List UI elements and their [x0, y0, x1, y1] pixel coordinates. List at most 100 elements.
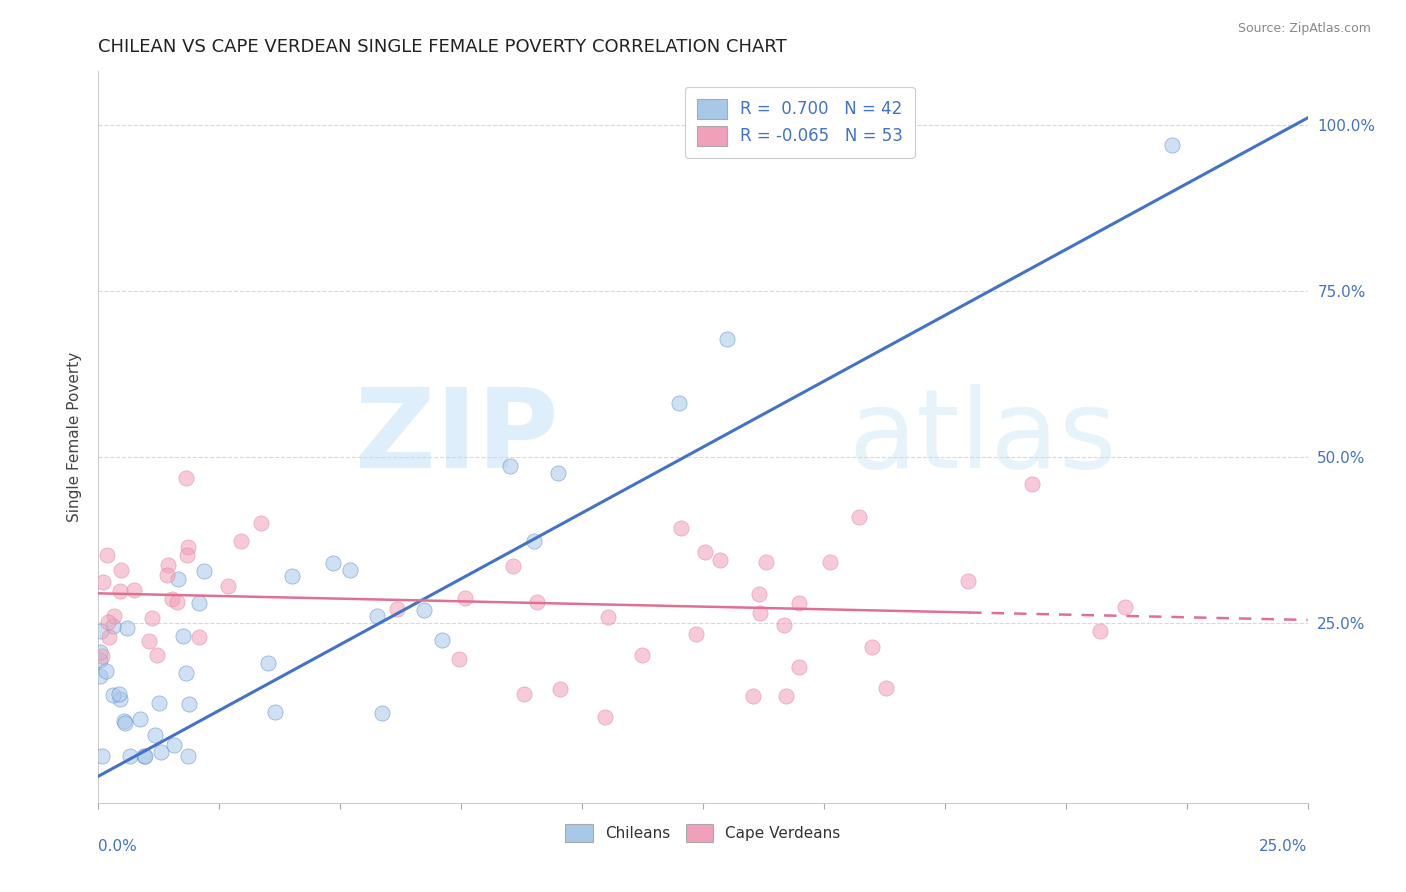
Point [250, 516, 273, 530]
Point [148, 696, 170, 710]
Point [432, 632, 454, 647]
Point [90, 649, 112, 664]
Point [134, 749, 156, 764]
Point [97, 615, 120, 629]
Point [860, 640, 883, 655]
Point [89, 645, 111, 659]
Point [90, 749, 112, 764]
Text: Source: ZipAtlas.com: Source: ZipAtlas.com [1237, 22, 1371, 36]
Text: 25.0%: 25.0% [1260, 839, 1308, 855]
Point [141, 611, 163, 625]
Point [108, 584, 131, 599]
Point [366, 608, 388, 623]
Point [447, 652, 470, 666]
Point [91, 574, 114, 589]
Point [176, 749, 198, 764]
Point [96, 548, 118, 562]
Point [172, 629, 194, 643]
Point [156, 558, 179, 573]
Point [90, 624, 112, 639]
Point [787, 597, 810, 611]
Point [188, 630, 211, 644]
Point [115, 621, 138, 635]
Point [187, 596, 209, 610]
Point [138, 634, 160, 648]
Point [89, 653, 111, 667]
Point [1090, 624, 1112, 638]
Point [548, 681, 571, 696]
Text: CHILEAN VS CAPE VERDEAN SINGLE FEMALE POVERTY CORRELATION CHART: CHILEAN VS CAPE VERDEAN SINGLE FEMALE PO… [98, 38, 787, 56]
Point [685, 627, 707, 641]
Point [741, 689, 763, 703]
Point [162, 591, 184, 606]
Point [1161, 137, 1184, 152]
Point [1021, 477, 1043, 491]
Point [166, 594, 188, 608]
Point [264, 706, 287, 720]
Legend: Chileans, Cape Verdeans: Chileans, Cape Verdeans [558, 816, 848, 850]
Point [103, 688, 125, 702]
Point [118, 749, 141, 764]
Point [820, 555, 842, 569]
Point [257, 656, 280, 670]
Point [956, 574, 979, 589]
Point [1114, 600, 1136, 615]
Point [143, 728, 166, 742]
Point [848, 509, 870, 524]
Point [322, 557, 344, 571]
Point [103, 609, 125, 624]
Point [875, 681, 897, 696]
Point [89, 668, 111, 682]
Point [145, 648, 167, 662]
Point [97, 630, 120, 644]
Point [669, 521, 692, 535]
Point [163, 739, 186, 753]
Point [176, 471, 198, 485]
Point [177, 697, 200, 711]
Point [339, 563, 361, 577]
Point [787, 660, 810, 674]
Point [124, 583, 146, 598]
Point [108, 687, 131, 701]
Point [412, 603, 434, 617]
Point [134, 749, 156, 764]
Point [229, 533, 252, 548]
Point [526, 595, 548, 609]
Point [101, 619, 124, 633]
Point [387, 602, 409, 616]
Point [281, 569, 304, 583]
Point [156, 568, 179, 582]
Point [709, 553, 731, 567]
Point [129, 712, 152, 726]
Point [772, 617, 794, 632]
Point [167, 572, 190, 586]
Point [177, 541, 200, 555]
Point [217, 579, 239, 593]
Y-axis label: Single Female Poverty: Single Female Poverty [67, 352, 83, 522]
Point [668, 395, 690, 409]
Point [193, 564, 215, 578]
Point [593, 710, 616, 724]
Point [502, 558, 524, 573]
Point [498, 459, 520, 474]
Point [748, 587, 770, 601]
Point [513, 687, 536, 701]
Point [174, 666, 197, 681]
Point [112, 714, 135, 729]
Point [547, 467, 569, 481]
Point [631, 648, 654, 662]
Text: ZIP: ZIP [354, 384, 558, 491]
Point [110, 563, 132, 577]
Point [754, 556, 776, 570]
Point [96, 665, 118, 679]
Point [176, 548, 198, 562]
Text: 0.0%: 0.0% [98, 839, 138, 855]
Point [775, 689, 797, 703]
Point [695, 545, 717, 559]
Text: atlas: atlas [848, 384, 1116, 491]
Point [749, 606, 772, 620]
Point [454, 591, 477, 605]
Point [114, 715, 136, 730]
Point [371, 706, 394, 721]
Point [523, 534, 546, 549]
